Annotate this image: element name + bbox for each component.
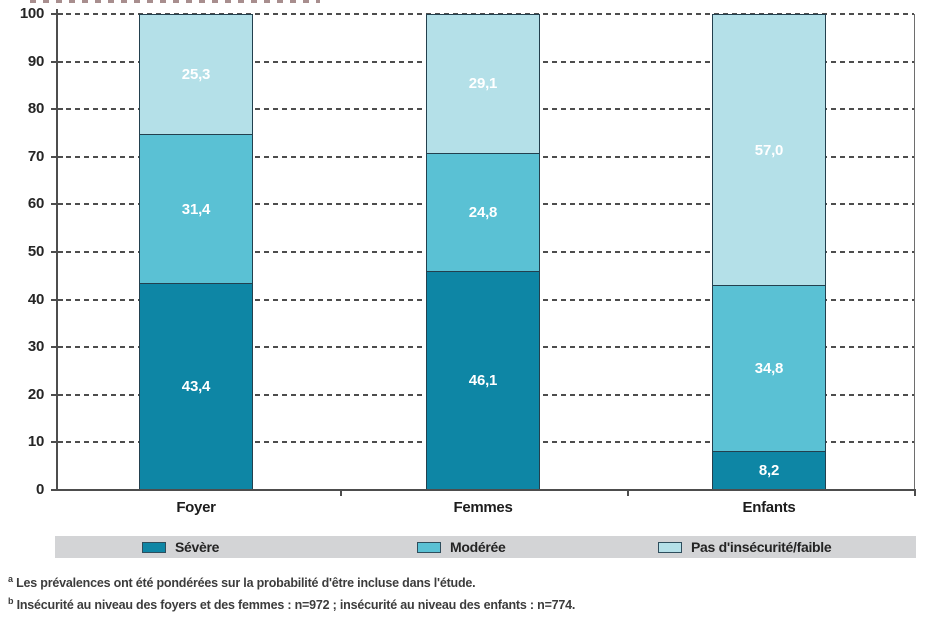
plot-right-border <box>914 14 915 490</box>
y-tick-mark <box>51 441 63 444</box>
y-tick-label: 80 <box>27 100 44 118</box>
legend-label: Pas d'insécurité/faible <box>691 539 832 555</box>
footnote-marker: a <box>8 574 13 584</box>
bar-segment: 43,4 <box>139 283 253 490</box>
legend-swatch-3 <box>658 541 682 553</box>
legend-item: Modérée <box>417 536 506 558</box>
legend-label: Sévère <box>175 539 220 555</box>
y-tick-mark <box>51 155 63 158</box>
y-tick-mark <box>51 489 63 491</box>
bar-value-label: 25,3 <box>181 65 211 83</box>
bar-value-label: 24,8 <box>468 203 498 221</box>
bar: 43,4 31,4 25,3 <box>139 13 253 490</box>
category-label: Foyer <box>176 499 216 516</box>
legend-strip: Sévère Modérée Pas d'insécurité/faible <box>55 536 916 558</box>
footnote-text: Insécurité au niveau des foyers et des f… <box>16 598 576 613</box>
footnotes: a Les prévalences ont été pondérées sur … <box>8 570 928 614</box>
legend-label: Modérée <box>450 539 506 555</box>
footnote-text: Les prévalences ont été pondérées sur la… <box>16 576 476 591</box>
y-tick-label: 30 <box>27 338 44 356</box>
gridline <box>57 13 914 15</box>
legend-swatch-1 <box>142 541 166 553</box>
legend-item: Pas d'insécurité/faible <box>658 536 832 558</box>
y-tick-label: 100 <box>19 5 44 22</box>
plot-area: 43,4 31,4 25,3 46,1 24,8 29,1 8,2 34,8 57,0 <box>57 13 914 490</box>
y-tick-label: 0 <box>35 481 44 498</box>
y-tick-label: 70 <box>27 147 44 165</box>
y-tick-mark <box>51 346 63 349</box>
footnote: b Insécurité au niveau des foyers et des… <box>8 592 928 614</box>
bar-value-label: 46,1 <box>468 371 498 389</box>
bar-value-label: 8,2 <box>758 461 780 479</box>
bar: 8,2 34,8 57,0 <box>712 14 826 490</box>
category-label: Enfants <box>742 499 796 516</box>
bar-segment: 46,1 <box>426 270 540 490</box>
footnote-marker: b <box>8 596 14 607</box>
y-tick-mark <box>51 60 63 63</box>
y-tick-mark <box>51 393 63 396</box>
bar-segment: 8,2 <box>712 450 826 490</box>
bar-segment: 24,8 <box>426 152 540 271</box>
y-tick-mark <box>51 108 63 111</box>
cropped-text-artifact <box>30 0 320 3</box>
category-label: Femmes <box>453 499 513 516</box>
x-tick-mark <box>627 491 629 496</box>
y-tick-label: 20 <box>27 385 44 403</box>
x-tick-mark <box>340 491 342 496</box>
legend-swatch-2 <box>417 541 441 553</box>
legend-item: Sévère <box>142 536 219 558</box>
bar-value-label: 29,1 <box>468 75 498 93</box>
y-tick-mark <box>51 298 63 301</box>
y-tick-label: 40 <box>27 290 44 308</box>
y-tick-label: 60 <box>27 195 44 213</box>
bar-value-label: 57,0 <box>754 141 784 159</box>
x-tick-mark <box>914 491 916 496</box>
bar-segment: 31,4 <box>139 133 253 284</box>
bar: 46,1 24,8 29,1 <box>426 14 540 490</box>
bar-segment: 57,0 <box>712 14 826 286</box>
y-tick-mark <box>51 203 63 206</box>
y-tick-label: 90 <box>27 52 44 70</box>
bar-segment: 25,3 <box>139 13 253 134</box>
bar-value-label: 43,4 <box>181 378 211 396</box>
bar-value-label: 34,8 <box>754 360 784 378</box>
y-tick-label: 10 <box>27 433 44 451</box>
y-tick-mark <box>51 251 63 253</box>
bar-segment: 29,1 <box>426 14 540 153</box>
x-axis <box>56 489 916 491</box>
y-axis <box>56 9 58 491</box>
y-tick-mark <box>51 13 63 15</box>
bar-segment: 34,8 <box>712 285 826 451</box>
footnote: a Les prévalences ont été pondérées sur … <box>8 570 928 592</box>
y-tick-label: 50 <box>27 243 44 260</box>
bar-value-label: 31,4 <box>181 200 211 218</box>
